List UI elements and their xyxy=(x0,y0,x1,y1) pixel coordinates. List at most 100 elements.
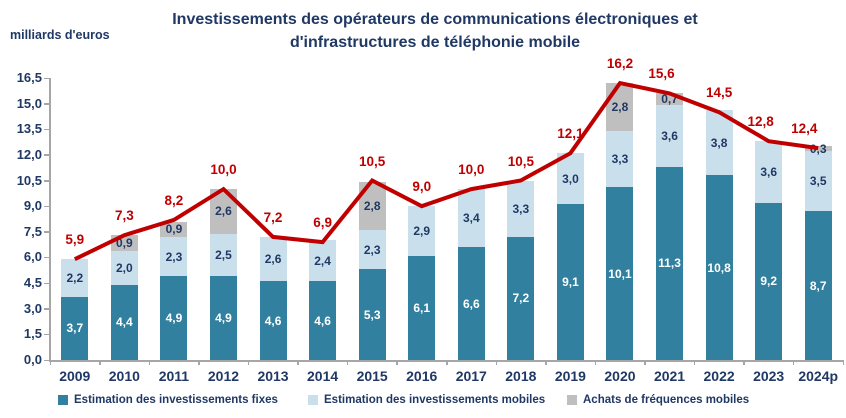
y-axis-tick-label: 7,5 xyxy=(23,223,42,239)
x-axis-category-label: 2014 xyxy=(307,368,339,384)
total-value-label: 8,2 xyxy=(164,192,184,208)
x-axis-category-label: 2018 xyxy=(505,368,537,384)
bar-segment-mobiles: 2,6 xyxy=(259,236,287,282)
bar-value-label: 3,8 xyxy=(710,135,728,150)
total-value-label: 10,0 xyxy=(210,162,237,178)
total-value-label: 7,2 xyxy=(263,209,283,225)
bar-segment-mobiles: 3,5 xyxy=(804,151,832,212)
x-axis-tick xyxy=(545,360,547,365)
bar-segment-frequences: 2,8 xyxy=(606,83,634,131)
bar-segment-mobiles: 3,6 xyxy=(656,105,684,167)
x-axis-category-label: 2019 xyxy=(554,368,586,384)
bar-value-label: 11,3 xyxy=(658,256,681,271)
x-axis-category-label: 2017 xyxy=(455,368,487,384)
total-value-label: 10,5 xyxy=(507,153,534,169)
bar-value-label: 3,6 xyxy=(661,129,678,144)
bar-value-label: 10,1 xyxy=(608,266,632,281)
bar-value-label: 2,3 xyxy=(165,249,183,264)
y-axis-tick xyxy=(44,103,49,105)
total-value-label: 12,8 xyxy=(747,114,774,130)
x-axis-tick xyxy=(396,360,398,365)
y-axis-tick-label: 0,0 xyxy=(23,352,42,367)
y-axis-tick xyxy=(44,256,49,259)
legend-item-investissements-fixes: Estimation des investissements fixes xyxy=(58,392,278,408)
bar-segment-mobiles: 2,4 xyxy=(309,240,337,282)
y-axis-tick-label: 9,0 xyxy=(23,198,42,214)
bar-value-label: 0,9 xyxy=(116,235,133,250)
bar-value-label: 4,6 xyxy=(314,313,331,328)
x-axis-category-label: 2022 xyxy=(703,368,735,384)
bar-segment-fixes: 4,6 xyxy=(309,281,337,360)
bar-value-label: 6,1 xyxy=(413,300,431,315)
bar-segment-frequences: 2,6 xyxy=(209,189,237,234)
bar-segment-mobiles: 2,3 xyxy=(160,236,188,277)
bar-value-label: 7,2 xyxy=(512,291,530,306)
x-axis-category-label: 2012 xyxy=(207,368,240,384)
total-value-label: 7,3 xyxy=(114,208,134,224)
bar-segment-fixes: 9,1 xyxy=(556,204,584,360)
bar-segment-mobiles: 2,3 xyxy=(358,230,386,270)
y-axis-tick-label: 3,0 xyxy=(23,300,42,316)
x-axis-tick xyxy=(693,360,696,365)
bar-segment-frequences: 0,3 xyxy=(804,143,832,155)
y-axis-tick-label: 13,5 xyxy=(16,121,42,137)
bar-segment-frequences: 0,9 xyxy=(160,221,188,237)
bar-segment-mobiles: 2,0 xyxy=(110,250,138,285)
x-axis-category-label: 2015 xyxy=(356,368,388,384)
x-axis-tick xyxy=(446,360,448,365)
bar-value-label: 10,8 xyxy=(707,260,731,275)
x-axis-tick xyxy=(743,360,745,365)
bar-value-label: 4,9 xyxy=(215,311,232,326)
x-axis-tick xyxy=(297,360,299,365)
bar-segment-mobiles: 3,0 xyxy=(556,153,584,205)
bar-segment-fixes: 11,3 xyxy=(656,166,684,360)
bar-value-label: 0,7 xyxy=(661,92,678,107)
x-axis-tick xyxy=(99,360,101,365)
y-axis-tick xyxy=(44,77,49,79)
x-axis-category-label: 2021 xyxy=(653,368,686,384)
x-axis-tick xyxy=(792,360,795,365)
legend-swatch-frequences xyxy=(567,395,577,405)
x-axis-tick xyxy=(842,360,844,365)
bar-value-label: 3,3 xyxy=(512,201,530,216)
bar-segment-frequences: 0,7 xyxy=(656,92,684,107)
legend-label-fixes: Estimation des investissements fixes xyxy=(74,394,278,406)
y-axis-tick xyxy=(44,205,49,208)
bar-value-label: 2,4 xyxy=(314,253,331,268)
bar-value-label: 3,6 xyxy=(760,164,777,179)
bar-value-label: 2,5 xyxy=(215,247,232,262)
bar-segment-fixes: 6,6 xyxy=(457,247,485,360)
bar-value-label: 2,6 xyxy=(264,252,282,267)
bar-segment-fixes: 8,7 xyxy=(804,211,832,360)
y-axis-tick xyxy=(44,333,49,336)
total-value-label: 16,2 xyxy=(606,56,634,72)
x-axis-tick xyxy=(198,360,200,365)
bar-value-label: 2,8 xyxy=(611,100,629,115)
bar-segment-frequences: 2,8 xyxy=(358,182,386,231)
bar-value-label: 2,6 xyxy=(215,204,232,219)
x-axis-category-label: 2010 xyxy=(108,368,140,384)
chart-title-line1: Investissements des opérateurs de commun… xyxy=(172,11,698,28)
y-axis-tick-label: 10,5 xyxy=(16,172,42,188)
x-axis-category-label: 2016 xyxy=(406,368,438,384)
bar-segment-mobiles: 3,3 xyxy=(507,180,535,237)
bar-value-label: 3,7 xyxy=(66,321,84,336)
bar-segment-fixes: 10,8 xyxy=(705,175,733,360)
bar-segment-fixes: 4,9 xyxy=(209,276,237,360)
x-axis-tick xyxy=(49,360,51,365)
legend-item-investissements-mobiles: Estimation des investissements mobiles xyxy=(308,392,545,408)
bar-value-label: 3,0 xyxy=(562,171,579,186)
bar-value-label: 9,1 xyxy=(562,275,579,290)
y-axis-tick-label: 12,0 xyxy=(16,146,42,162)
bar-value-label: 4,9 xyxy=(165,311,183,326)
bar-segment-fixes: 10,1 xyxy=(606,187,634,360)
bar-value-label: 4,6 xyxy=(264,313,282,328)
y-axis-unit-label: milliards d'euros xyxy=(10,28,110,42)
bar-segment-mobiles: 3,6 xyxy=(755,141,783,203)
y-axis-tick xyxy=(44,154,49,156)
legend-swatch-fixes xyxy=(58,395,68,405)
legend-label-mobiles: Estimation des investissements mobiles xyxy=(324,394,546,406)
x-axis-tick xyxy=(148,360,151,365)
bar-segment-fixes: 4,4 xyxy=(110,284,138,360)
